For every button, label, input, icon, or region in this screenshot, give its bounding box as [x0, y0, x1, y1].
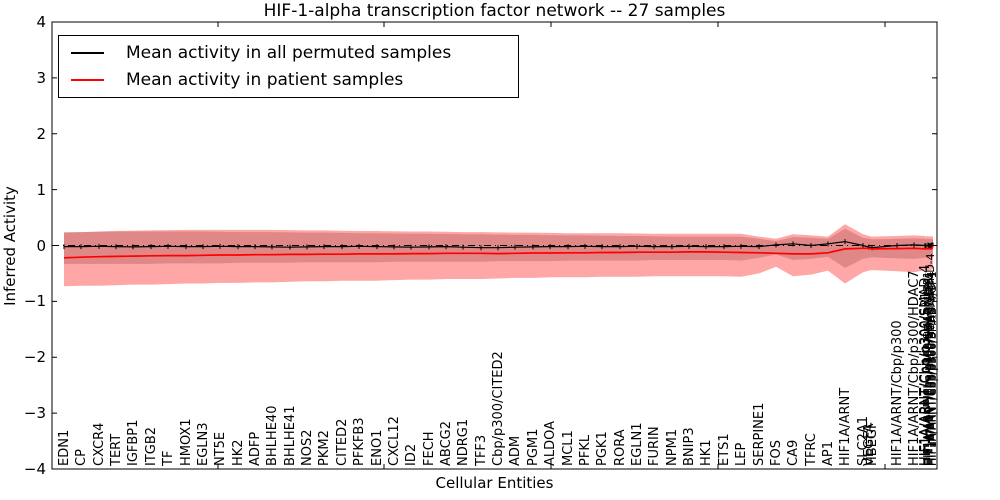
- entity-label: ENO1: [370, 429, 385, 466]
- entity-label: CA9: [786, 439, 801, 466]
- entity-label: LEP: [734, 442, 749, 466]
- entity-label: TFRC: [804, 433, 819, 466]
- entity-label: CITED2: [335, 418, 350, 466]
- entity-label: HK1: [699, 439, 714, 466]
- entity-label: CP: [74, 449, 89, 466]
- legend-row: Mean activity in patient samples: [71, 70, 518, 90]
- entity-label: HIF1A/ARNT: [838, 387, 853, 466]
- legend-line-permuted-icon: [71, 52, 104, 54]
- entity-label: ADM: [508, 435, 523, 466]
- entity-label: HIF1A/ARNT/Cbp/p300/SMAD-4/SP1: [926, 271, 939, 466]
- y-tick-label: 3: [36, 68, 46, 87]
- entity-label: BHLHE40: [265, 405, 280, 466]
- entity-label: MCL1: [561, 430, 576, 466]
- entity-label: HBEGF: [865, 421, 880, 466]
- entity-label: Cbp/p300/CITED2: [491, 351, 506, 466]
- entity-label: TFF3: [474, 434, 489, 466]
- y-tick-label: −2: [23, 348, 46, 367]
- entity-label: RORA: [613, 429, 628, 466]
- legend: Mean activity in all permuted samples Mea…: [58, 35, 519, 98]
- entity-label: TF: [161, 450, 176, 466]
- entity-label: HMOX1: [179, 418, 194, 466]
- entity-label: ID2: [404, 443, 419, 466]
- entity-label: AP1: [821, 440, 836, 466]
- x-axis-label: Cellular Entities: [435, 474, 554, 492]
- patient-samples-std-band: [64, 224, 933, 287]
- entity-label: IGFBP1: [126, 419, 141, 466]
- entity-label: PKM2: [317, 430, 332, 466]
- legend-label: Mean activity in patient samples: [126, 70, 404, 90]
- entity-label: PGK1: [595, 431, 610, 466]
- y-tick-label: 2: [36, 124, 46, 143]
- entity-label: PFKL: [578, 434, 593, 466]
- entity-label: CXCR4: [92, 422, 107, 466]
- entity-label: EGLN3: [196, 422, 211, 466]
- entity-label: FECH: [422, 431, 437, 466]
- entity-label: NPM1: [665, 428, 680, 466]
- y-tick-label: −4: [23, 460, 46, 478]
- legend-line-patient-icon: [71, 79, 104, 81]
- y-tick-label: 0: [36, 236, 46, 255]
- entity-label: HIF1A/ARNT/Cbp/p300: [890, 320, 905, 466]
- entity-label: PGM1: [526, 428, 541, 466]
- entity-label: TERT: [109, 433, 124, 466]
- patient-mean-line: [63, 244, 934, 259]
- entity-label: EGLN1: [630, 422, 645, 466]
- entity-label: BHLHE41: [283, 405, 298, 466]
- entity-label: NDRG1: [456, 418, 471, 466]
- y-tick-label: −3: [23, 404, 46, 423]
- entity-label: PFKFB3: [352, 417, 367, 466]
- entity-label: NOS2: [300, 429, 315, 466]
- legend-row: Mean activity in all permuted samples: [71, 43, 518, 63]
- legend-label: Mean activity in all permuted samples: [126, 43, 452, 63]
- entity-label: FURIN: [647, 426, 662, 466]
- entity-label: CXCL12: [387, 416, 402, 466]
- entity-label: NT5E: [213, 431, 228, 466]
- entity-label: FOS: [769, 440, 784, 466]
- entity-label: EDN1: [57, 429, 72, 466]
- entity-label: ALDOA: [543, 420, 558, 466]
- entity-label: HK2: [231, 439, 246, 466]
- entity-label: BNIP3: [682, 427, 697, 466]
- y-tick-label: −1: [23, 292, 46, 311]
- entity-label: SERPINE1: [752, 402, 767, 466]
- y-tick-label: 4: [36, 13, 46, 31]
- entity-label: ITGB2: [144, 426, 159, 466]
- entity-label: ETS1: [717, 433, 732, 466]
- entity-label: ABCG2: [439, 420, 454, 466]
- entity-label: ADFP: [248, 431, 263, 466]
- y-tick-label: 1: [36, 180, 46, 199]
- chart-title: HIF-1-alpha transcription factor network…: [263, 1, 726, 21]
